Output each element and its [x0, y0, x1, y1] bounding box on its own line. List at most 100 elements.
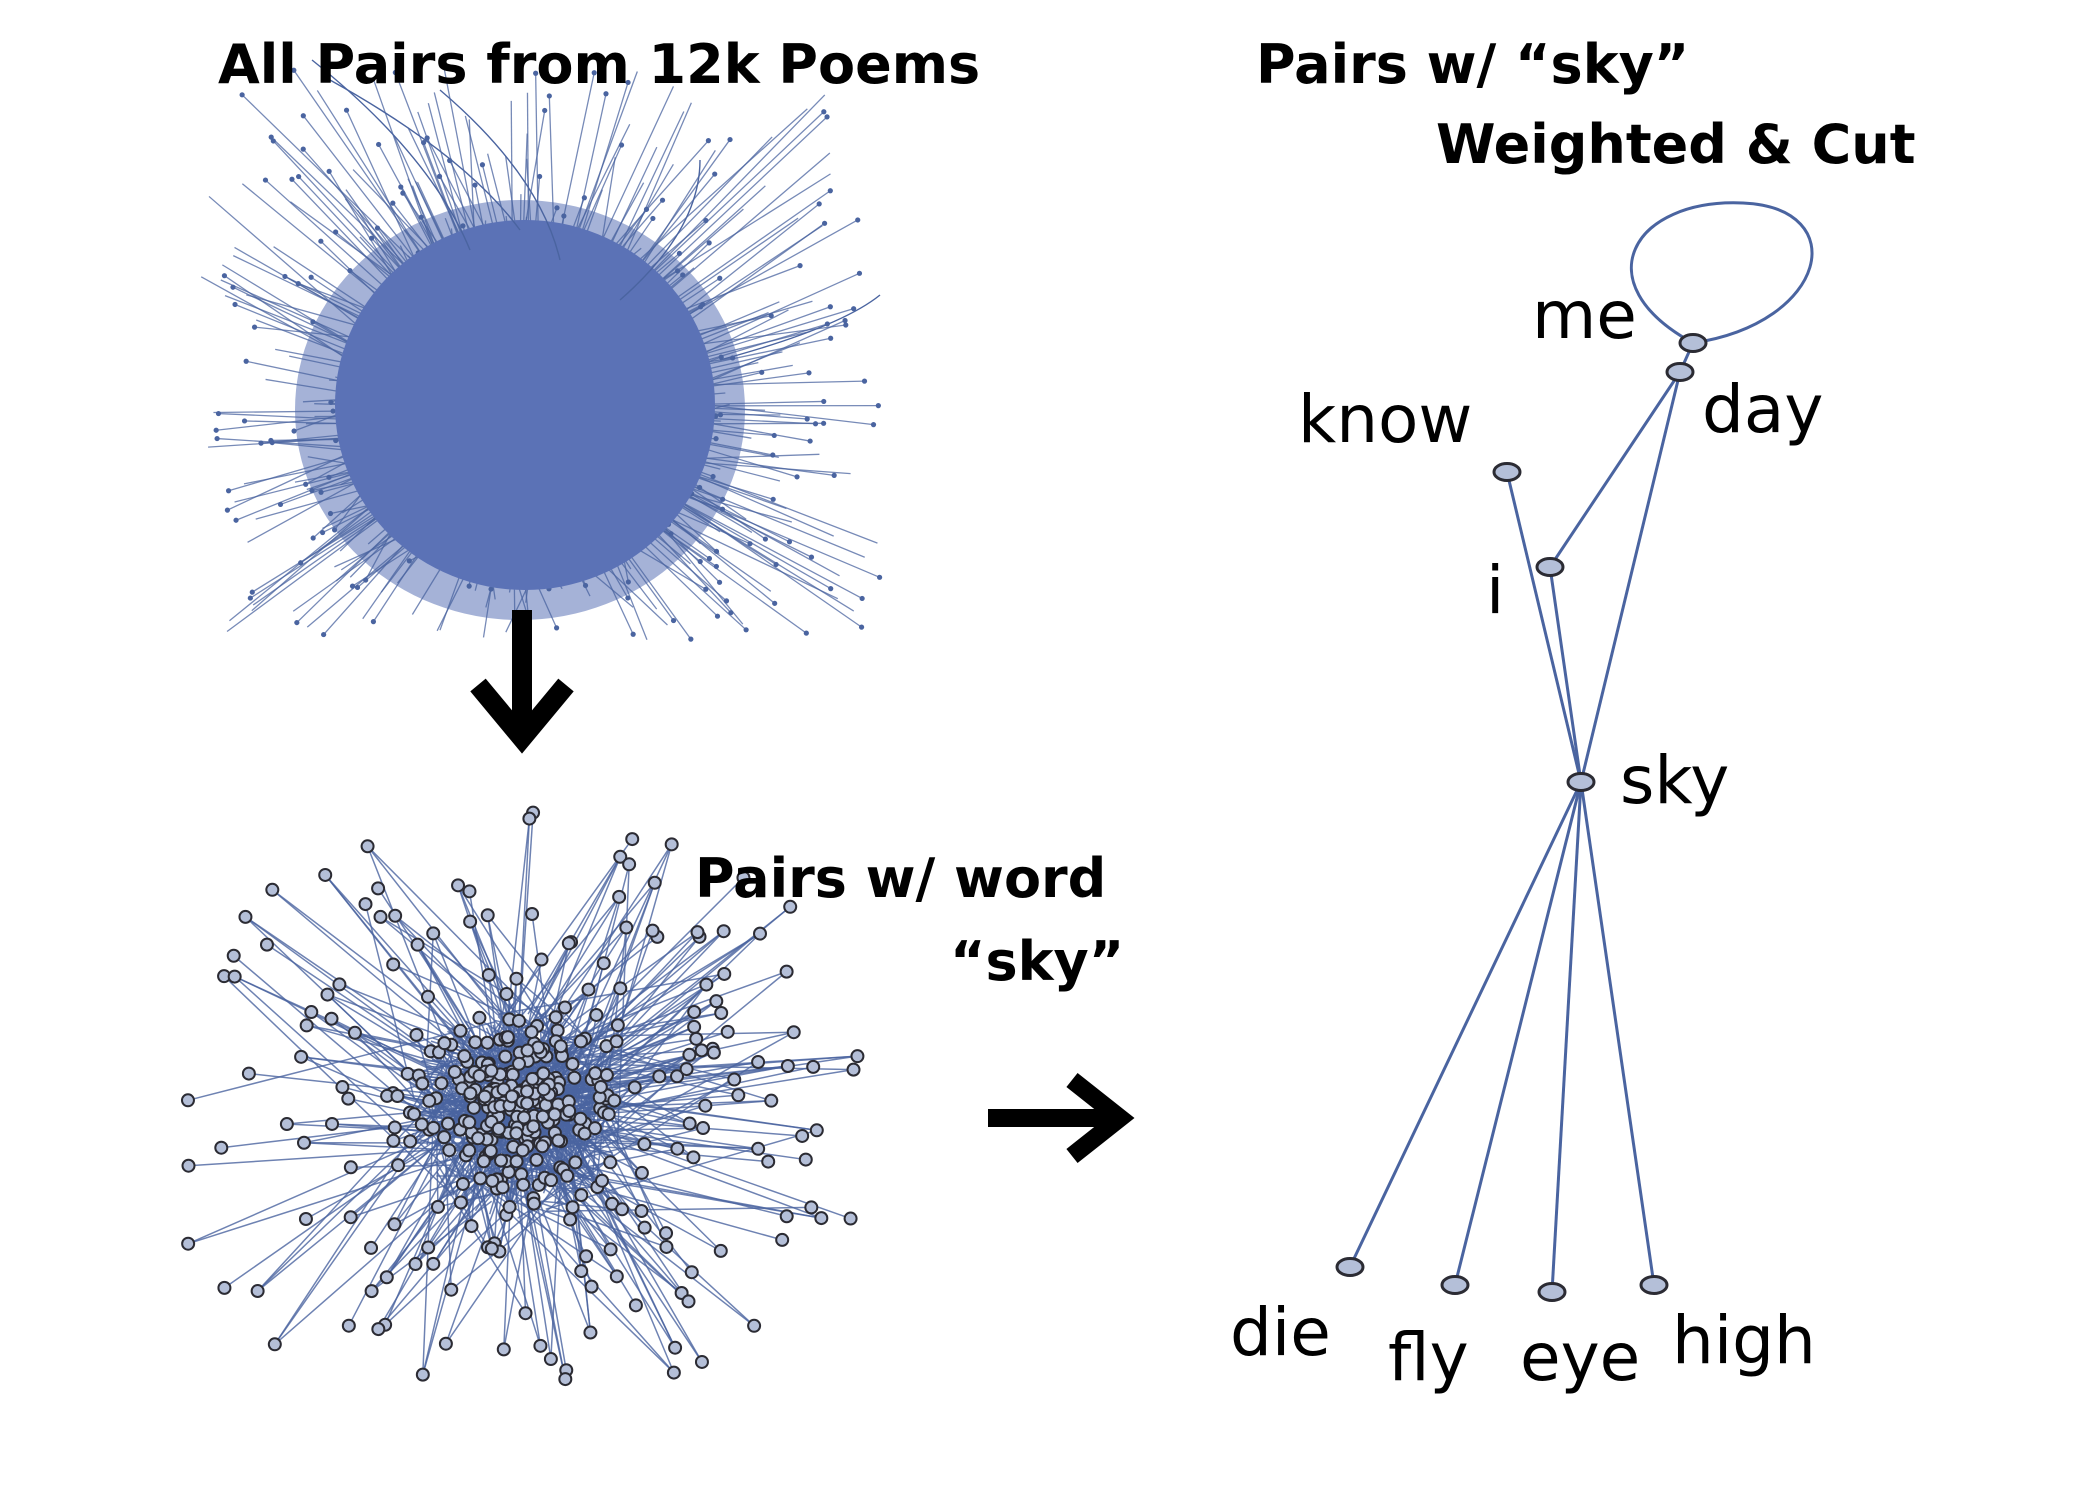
network-node — [715, 1245, 727, 1257]
network-node — [344, 108, 349, 113]
network-node — [554, 205, 559, 210]
network-node — [427, 927, 439, 939]
network-node — [710, 474, 715, 479]
node-eye — [1539, 1284, 1565, 1301]
network-node — [345, 1161, 357, 1173]
network-node — [442, 1118, 454, 1130]
network-node — [457, 1178, 469, 1190]
network-node — [182, 1094, 194, 1106]
network-node — [545, 1353, 557, 1365]
network-node — [404, 1135, 416, 1147]
network-node — [410, 1029, 422, 1041]
network-node — [499, 1051, 511, 1063]
network-node — [233, 518, 238, 523]
network-node — [438, 1131, 450, 1143]
network-node — [243, 1068, 255, 1080]
network-node — [228, 950, 240, 962]
network-node — [336, 1081, 348, 1093]
network-node — [781, 966, 793, 978]
network-node — [575, 1189, 587, 1201]
network-node — [771, 497, 776, 502]
network-node — [232, 302, 237, 307]
network-node — [214, 436, 219, 441]
node-i — [1537, 559, 1563, 576]
network-node — [683, 1295, 695, 1307]
network-node — [549, 1108, 561, 1120]
network-node — [582, 195, 587, 200]
network-node — [480, 162, 485, 167]
network-node — [510, 1127, 522, 1139]
network-node — [552, 1135, 564, 1147]
network-node — [269, 1338, 281, 1350]
network-node — [877, 575, 882, 580]
network-node — [296, 174, 301, 179]
network-node — [805, 1201, 817, 1213]
network-node — [697, 1122, 709, 1134]
network-node — [623, 858, 635, 870]
node-label-sky: sky — [1620, 748, 1729, 814]
network-node — [772, 601, 777, 606]
network-node — [660, 1227, 672, 1239]
network-node — [859, 625, 864, 630]
network-node — [824, 114, 829, 119]
network-node — [294, 620, 299, 625]
network-node — [463, 1145, 475, 1157]
network-node — [809, 555, 814, 560]
network-node — [485, 1065, 497, 1077]
network-node — [842, 318, 847, 323]
network-node — [469, 1036, 481, 1048]
network-node — [504, 1201, 516, 1213]
network-node — [732, 1089, 744, 1101]
network-node — [613, 891, 625, 903]
network-node — [828, 304, 833, 309]
network-node — [822, 221, 827, 226]
network-node — [502, 1031, 514, 1043]
node-high — [1641, 1277, 1667, 1294]
network-node — [372, 882, 384, 894]
node-know — [1494, 464, 1520, 481]
network-node — [806, 370, 811, 375]
network-node — [688, 637, 693, 642]
network-node — [715, 614, 720, 619]
network-node — [301, 147, 306, 152]
network-node — [239, 911, 251, 923]
network-node — [817, 201, 822, 206]
network-node — [527, 1120, 539, 1132]
edge-i-day — [1550, 372, 1680, 567]
network-node — [554, 625, 559, 630]
network-node — [464, 916, 476, 928]
network-node — [626, 833, 638, 845]
network-node — [513, 1058, 525, 1070]
network-node — [797, 263, 802, 268]
network-node — [342, 1093, 354, 1105]
network-node — [686, 1266, 698, 1278]
network-node — [720, 507, 725, 512]
network-node — [458, 1050, 470, 1062]
network-node — [828, 586, 833, 591]
network-node — [416, 1118, 428, 1130]
network-node — [463, 885, 475, 897]
network-node — [460, 223, 465, 228]
network-node — [752, 1143, 764, 1155]
network-node — [497, 1181, 509, 1193]
network-node — [376, 142, 381, 147]
network-node — [326, 1013, 338, 1025]
network-node — [728, 1074, 740, 1086]
node-sky — [1568, 774, 1594, 791]
network-node — [612, 1019, 624, 1031]
network-node — [805, 416, 810, 421]
network-node — [372, 1323, 384, 1335]
network-node — [467, 584, 472, 589]
network-node — [268, 438, 273, 443]
network-node — [278, 502, 283, 507]
network-node — [669, 1342, 681, 1354]
network-node — [567, 1058, 579, 1070]
node-label-day: day — [1702, 377, 1823, 443]
network-node — [647, 925, 659, 937]
network-node — [443, 1144, 455, 1156]
network-node — [215, 1142, 227, 1154]
network-node — [781, 1210, 793, 1222]
network-node — [305, 1006, 317, 1018]
network-node — [371, 619, 376, 624]
network-node — [688, 1021, 700, 1033]
